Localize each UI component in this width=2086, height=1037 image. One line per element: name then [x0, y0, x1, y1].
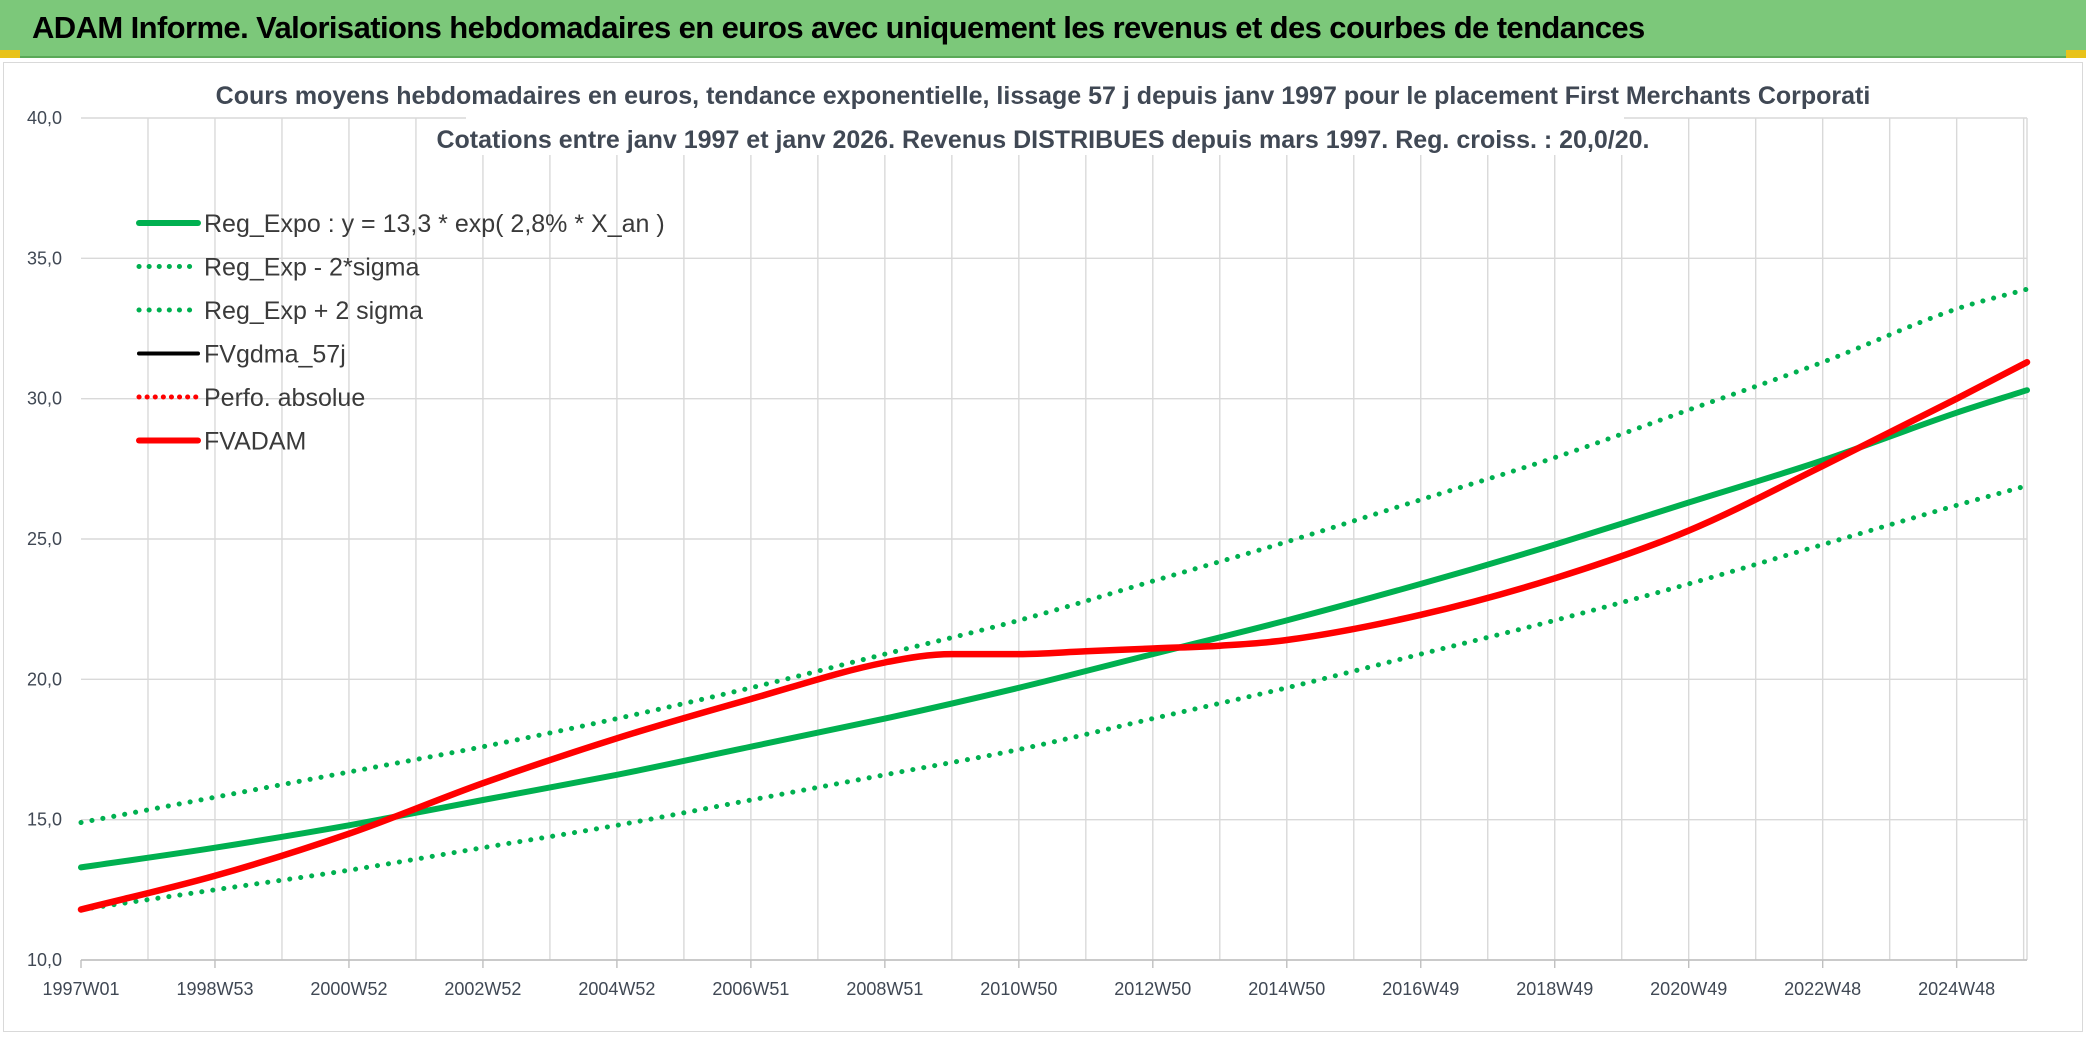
legend-label: Reg_Expo : y = 13,3 * exp( 2,8% * X_an ): [204, 210, 665, 238]
title-background: [260, 73, 1828, 111]
legend: Reg_Expo : y = 13,3 * exp( 2,8% * X_an )…: [136, 210, 665, 456]
y-axis: 10,0 15,0 20,0 25,0 30,0 35,0 40,0: [27, 108, 62, 970]
x-tick-label: 2006W51: [712, 979, 789, 999]
x-tick-label: 1998W53: [176, 979, 253, 999]
report-banner: ADAM Informe. Valorisations hebdomadaire…: [0, 0, 2086, 58]
legend-label: Perfo. absolue: [204, 384, 365, 412]
series-lines: [77, 286, 2031, 913]
y-tick-label: 10,0: [27, 950, 62, 970]
legend-label: Reg_Exp - 2*sigma: [204, 254, 419, 282]
x-tick-label: 2018W49: [1516, 979, 1593, 999]
y-tick-label: 20,0: [27, 669, 62, 689]
series-line-reg-exp-minus: [78, 483, 2030, 912]
x-tick-label: 2024W48: [1918, 979, 1995, 999]
chart-area: 10,0 15,0 20,0 25,0 30,0 35,0 40,0 1997W01 1998…: [3, 62, 2083, 1032]
y-tick-label: 40,0: [27, 108, 62, 128]
x-tick-label: 2000W52: [310, 979, 387, 999]
x-axis: 1997W01 1998W53 2000W52 2002W52 2004W52 2006W…: [42, 959, 2027, 999]
y-tick-label: 15,0: [27, 810, 62, 830]
y-tick-label: 25,0: [27, 529, 62, 549]
legend-label: FVADAM: [204, 428, 306, 456]
x-tick-label: 2012W50: [1114, 979, 1191, 999]
report-title: ADAM Informe. Valorisations hebdomadaire…: [32, 10, 1645, 45]
y-tick-label: 30,0: [27, 389, 62, 409]
legend-label: Reg_Exp + 2 sigma: [204, 297, 423, 325]
chart-title-line-1: Cours moyens hebdomadaires en euros, ten…: [216, 82, 1871, 110]
x-tick-label: 2014W50: [1248, 979, 1325, 999]
corner-mark: [0, 50, 20, 58]
y-tick-label: 35,0: [27, 248, 62, 268]
x-tick-label: 2004W52: [578, 979, 655, 999]
chart-title-line-2: Cotations entre janv 1997 et janv 2026. …: [436, 126, 1649, 154]
x-tick-label: 2010W50: [980, 979, 1057, 999]
series-line-fvadam: [77, 358, 2031, 913]
x-tick-label: 2008W51: [846, 979, 923, 999]
x-tick-label: 1997W01: [42, 979, 119, 999]
corner-mark: [2066, 50, 2086, 58]
legend-label: FVgdma_57j: [204, 341, 346, 369]
grid: [81, 117, 2028, 961]
x-tick-label: 2002W52: [444, 979, 521, 999]
x-tick-label: 2016W49: [1382, 979, 1459, 999]
x-tick-label: 2022W48: [1784, 979, 1861, 999]
series-line-reg-expo: [78, 387, 2030, 871]
title-background: [466, 117, 1624, 155]
line-chart: 10,0 15,0 20,0 25,0 30,0 35,0 40,0 1997W01 1998…: [27, 73, 2031, 999]
x-tick-label: 2020W49: [1650, 979, 1727, 999]
